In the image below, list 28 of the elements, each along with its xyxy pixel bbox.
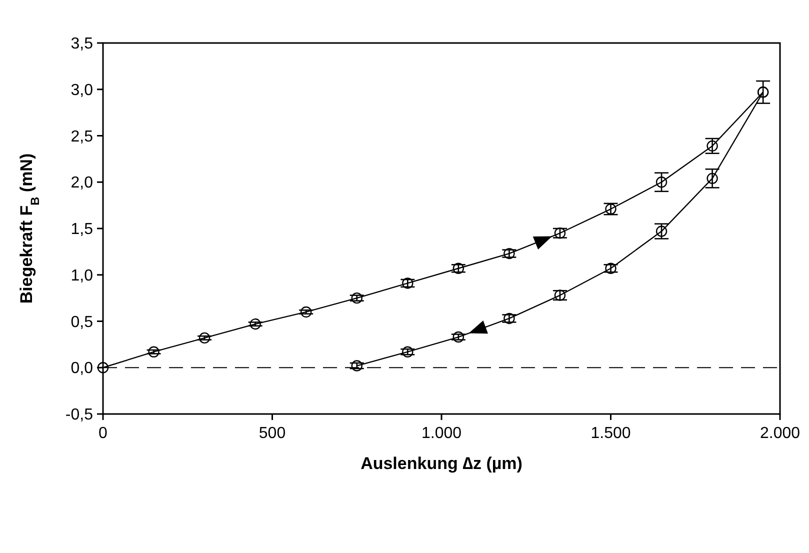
point [351,360,362,372]
point [605,262,616,274]
y-tick-label: 2,5 [70,128,94,146]
y-tick-label: 3,5 [70,36,94,53]
y-tick-label: 1,5 [70,221,94,238]
point [351,292,362,304]
point [656,176,668,188]
point [452,262,464,274]
point [504,248,515,260]
y-tick-label: -0,5 [65,406,94,424]
x-axis-title: Auslenkung ∆z (µm) [360,454,522,473]
y-tick-label: 0,0 [70,360,94,378]
point [504,312,515,324]
y-tick-label: 0,5 [70,314,94,331]
point [706,172,718,184]
point [300,306,312,318]
y-tick-label: 3,0 [70,82,94,99]
x-tick-label: 0 [98,425,108,442]
point [250,318,261,330]
point [452,331,464,343]
y-tick-label: 2,0 [70,174,94,192]
x-tick-label: 1.500 [590,425,631,442]
x-tick-label: 2.000 [760,425,800,442]
point [148,346,160,358]
y-tick-label: 1,0 [70,267,94,284]
x-tick-label: 500 [258,425,286,442]
x-tick-label: 1.000 [421,425,462,442]
point [198,332,210,344]
